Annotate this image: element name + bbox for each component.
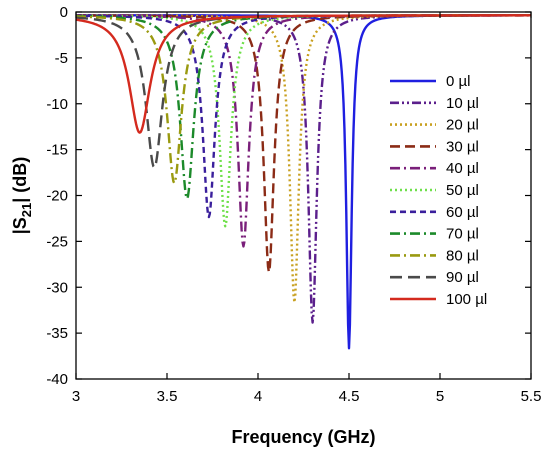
y-tick-label: -10 xyxy=(46,96,68,113)
axis-ticks: 3 3.5 4 4.5 5 5.5 0 -5 -10 -15 -20 -25 -30 -35 -40 xyxy=(46,4,541,405)
legend-label: 30 µl xyxy=(446,138,479,155)
legend-label: 0 µl xyxy=(446,73,471,90)
y-title-pre: |S xyxy=(10,217,30,234)
legend-label: 70 µl xyxy=(446,226,479,243)
legend-label: 100 µl xyxy=(446,291,487,308)
y-tick-label: -40 xyxy=(46,371,68,388)
legend-label: 90 µl xyxy=(446,269,479,286)
x-tick-label: 4.5 xyxy=(339,388,360,405)
x-axis-title: Frequency (GHz) xyxy=(231,427,375,447)
series-line-11 xyxy=(76,14,531,134)
y-tick-label: -20 xyxy=(46,188,68,205)
legend-label: 80 µl xyxy=(446,247,479,264)
y-tick-label: -5 xyxy=(55,50,68,67)
x-tick-label: 5.5 xyxy=(521,388,542,405)
series-layer xyxy=(76,14,531,350)
x-tick-label: 5 xyxy=(436,388,444,405)
legend-label: 50 µl xyxy=(446,182,479,199)
legend-label: 20 µl xyxy=(446,117,479,134)
x-tick-label: 4 xyxy=(254,388,262,405)
y-tick-label: -35 xyxy=(46,325,68,342)
y-title-sub: 21 xyxy=(19,203,34,217)
legend-label: 40 µl xyxy=(446,160,479,177)
y-tick-label: -15 xyxy=(46,142,68,159)
y-tick-label: -25 xyxy=(46,233,68,250)
y-tick-label: 0 xyxy=(60,4,68,21)
x-tick-label: 3 xyxy=(72,388,80,405)
series-line-6 xyxy=(76,14,531,228)
x-tick-label: 3.5 xyxy=(157,388,178,405)
legend: 0 µl 10 µl 20 µl 30 µl 40 µl 50 µl 60 µl 70 µl 8… xyxy=(390,73,487,308)
legend-label: 60 µl xyxy=(446,204,479,221)
y-title-post: | (dB) xyxy=(10,157,30,203)
legend-label: 10 µl xyxy=(446,95,479,112)
y-tick-label: -30 xyxy=(46,279,68,296)
y-axis-title: |S21| (dB) xyxy=(10,157,34,235)
